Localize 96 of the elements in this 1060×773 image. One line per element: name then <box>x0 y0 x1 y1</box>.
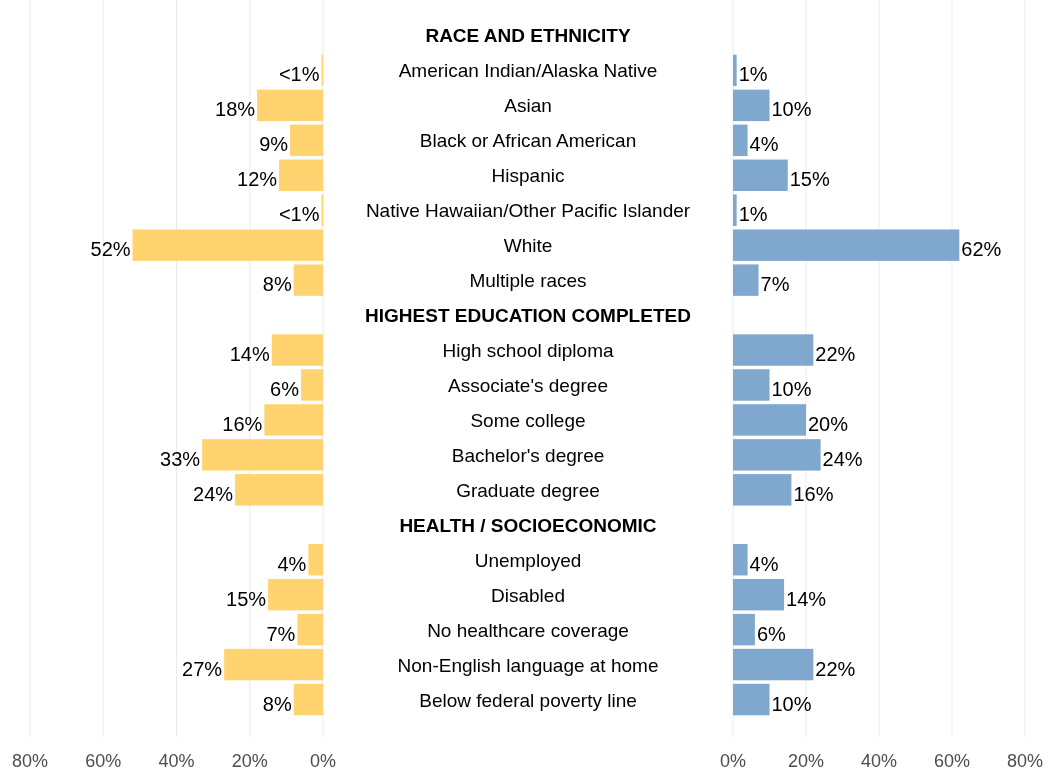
bar <box>733 159 788 191</box>
data-label: 33% <box>160 447 201 470</box>
x-tick-label: 60% <box>85 751 122 771</box>
data-label: 8% <box>262 273 292 296</box>
bar <box>733 124 748 157</box>
data-label: 18% <box>215 98 256 121</box>
data-label: 9% <box>259 133 289 156</box>
data-label: 8% <box>262 692 292 715</box>
bar <box>733 369 770 401</box>
data-label: 10% <box>771 692 812 715</box>
bar <box>733 544 748 576</box>
bar <box>290 124 323 157</box>
y-tick-label: Black or African American <box>419 130 637 152</box>
x-tick-label: 60% <box>933 751 971 771</box>
data-label: 15% <box>789 168 830 191</box>
data-label: 16% <box>793 482 834 505</box>
data-label: 52% <box>90 238 131 261</box>
y-tick-label: No healthcare coverage <box>427 619 629 641</box>
data-label: 1% <box>738 203 768 226</box>
bar <box>202 439 323 471</box>
bar <box>279 159 323 191</box>
data-label: 4% <box>749 133 779 156</box>
bar <box>733 474 792 506</box>
data-label: <1% <box>278 63 320 86</box>
bar <box>297 613 323 646</box>
x-tick-label: 20% <box>787 751 825 771</box>
data-label: 10% <box>771 98 812 121</box>
bar <box>293 264 323 296</box>
data-label: 62% <box>961 238 1002 261</box>
y-tick-label: Asian <box>504 95 552 117</box>
bar <box>235 474 323 506</box>
bar <box>733 613 755 646</box>
data-label: 12% <box>237 168 278 191</box>
data-label: 7% <box>760 273 790 296</box>
data-label: 1% <box>738 63 768 86</box>
x-tick-label: 40% <box>158 751 195 771</box>
bar <box>224 648 323 681</box>
y-tick-label: Non-English language at home <box>397 654 659 676</box>
x-tick-label: 80% <box>1006 751 1044 771</box>
data-label: 7% <box>266 622 296 645</box>
bar <box>733 683 770 716</box>
y-tick-label: Bachelor's degree <box>451 444 605 466</box>
x-tick-label: 0% <box>309 751 337 771</box>
data-label: 10% <box>771 377 812 400</box>
data-label: 22% <box>815 343 856 366</box>
bar <box>264 404 323 436</box>
bar <box>733 578 785 611</box>
x-tick-label: 40% <box>860 751 898 771</box>
data-label: 4% <box>277 552 307 575</box>
bar <box>733 194 737 226</box>
bar <box>257 89 323 122</box>
bar <box>271 334 323 366</box>
x-tick-label: 20% <box>231 751 268 771</box>
y-tick-label: American Indian/Alaska Native <box>398 60 658 82</box>
data-label: 4% <box>749 552 779 575</box>
data-label: 24% <box>193 482 234 505</box>
data-label: 6% <box>756 622 787 645</box>
bar <box>733 648 814 681</box>
bar <box>301 369 323 401</box>
y-tick-label: Hispanic <box>491 165 565 187</box>
bar <box>733 404 806 436</box>
y-tick-label: Graduate degree <box>456 479 600 501</box>
bar <box>733 54 737 87</box>
data-label: 6% <box>270 377 300 400</box>
bar <box>733 264 759 296</box>
y-tick-label: Associate's degree <box>448 374 608 396</box>
x-tick-label: 0% <box>719 751 747 771</box>
y-tick-label: High school diploma <box>442 340 614 362</box>
bar <box>308 544 323 576</box>
y-tick-label: Multiple races <box>469 270 587 292</box>
y-tick-label: HIGHEST EDUCATION COMPLETED <box>365 305 691 327</box>
bar <box>733 229 960 261</box>
bar <box>733 89 770 122</box>
y-tick-label: HEALTH / SOCIOECONOMIC <box>399 514 657 536</box>
y-tick-label: Below federal poverty line <box>419 689 637 711</box>
bar <box>733 439 821 471</box>
data-label: 14% <box>229 343 270 366</box>
bar <box>733 334 814 366</box>
bar <box>268 578 323 611</box>
data-label: 20% <box>808 412 849 435</box>
y-tick-label: White <box>503 235 553 257</box>
y-tick-label: Disabled <box>491 584 565 606</box>
y-tick-label: Some college <box>470 409 586 431</box>
data-label: 27% <box>182 657 223 680</box>
data-label: 22% <box>815 657 856 680</box>
data-label: 15% <box>226 587 267 610</box>
data-label: 14% <box>786 587 827 610</box>
y-tick-label: Native Hawaiian/Other Pacific Islander <box>365 200 691 222</box>
x-tick-label: 80% <box>11 751 49 771</box>
bar <box>132 229 323 261</box>
data-label: 24% <box>822 447 863 470</box>
data-label: <1% <box>278 203 320 226</box>
bar <box>293 683 323 716</box>
data-label: 16% <box>222 412 263 435</box>
y-tick-label: Unemployed <box>474 549 582 571</box>
y-tick-label: RACE AND ETHNICITY <box>425 25 631 47</box>
